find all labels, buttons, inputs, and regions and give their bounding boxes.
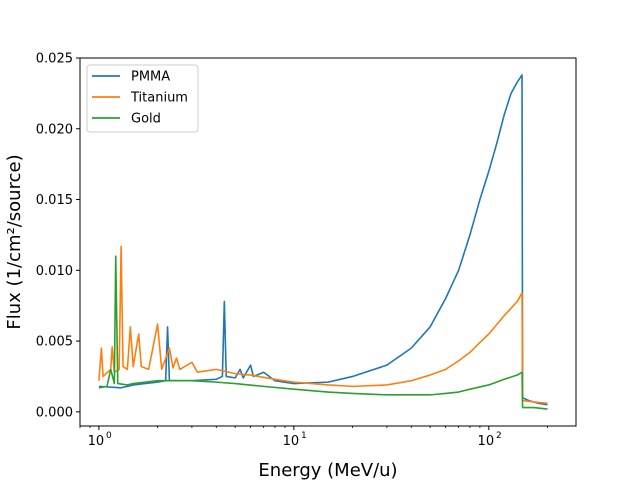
x-tick-exponent: 1 [301,431,307,441]
x-tick-label: 10 [283,434,300,449]
series-layer [98,74,548,410]
y-tick-label: 0.000 [36,405,73,420]
y-tick-label: 0.025 [36,52,73,67]
series-line-titanium [98,245,548,405]
legend-label-titanium: Titanium [130,91,188,106]
legend: PMMA Titanium Gold [86,64,199,133]
x-tick-label: 10 [478,434,495,449]
x-tick-exponent: 0 [106,431,112,441]
legend-box [86,64,199,133]
legend-label-gold: Gold [131,112,161,127]
y-tick-label: 0.015 [36,193,73,208]
x-tick-exponent: 2 [496,431,502,441]
plot-frame [79,57,577,427]
series-line-gold [98,255,548,410]
y-tick-label: 0.010 [36,264,73,279]
y-axis-title: Flux (1/cm²/source) [4,154,25,329]
y-tick-label: 0.005 [36,335,73,350]
legend-label-pmma: PMMA [131,70,170,85]
x-axis-title: Energy (MeV/u) [258,460,397,480]
y-axis: 0.000 0.005 0.010 0.015 0.020 0.025 [36,52,80,420]
x-tick-label: 10 [88,434,105,449]
y-tick-label: 0.020 [36,122,73,137]
x-axis: 10 0 10 1 10 2 [79,426,548,449]
